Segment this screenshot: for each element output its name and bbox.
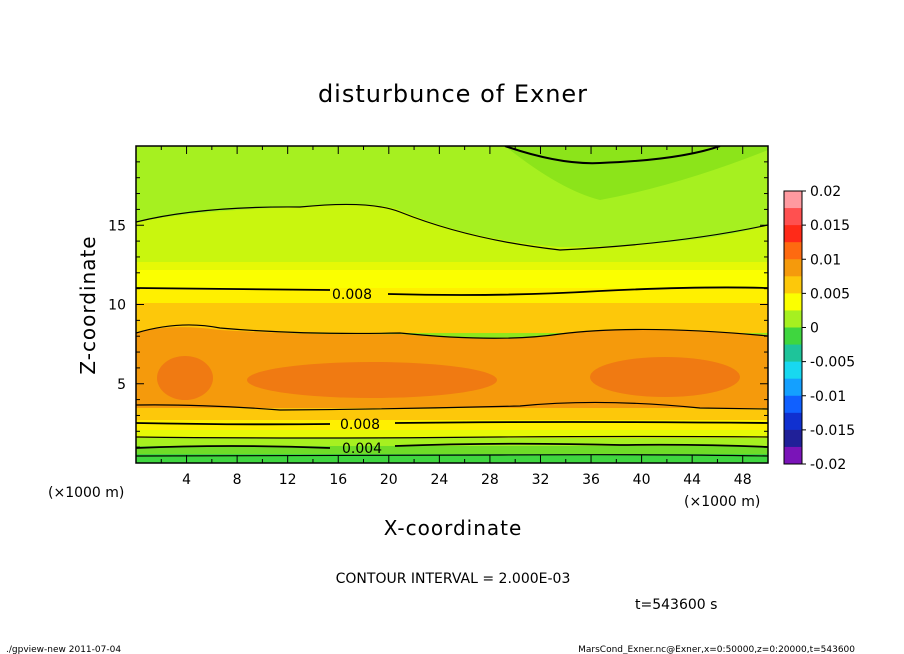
heatmap-field bbox=[136, 146, 768, 463]
x-tick-label: 16 bbox=[329, 472, 347, 488]
colorbar-swatch bbox=[784, 395, 802, 414]
colorbar-tick-label: 0 bbox=[810, 321, 819, 337]
x-axis-ticks: 4 8 12 16 20 24 28 32 36 40 44 48 bbox=[160, 146, 752, 488]
x-tick-label: 28 bbox=[481, 472, 499, 488]
contour-label: 0.008 bbox=[332, 287, 372, 303]
colorbar-swatch bbox=[784, 208, 802, 226]
contour-label: 0.004 bbox=[342, 441, 382, 457]
colorbar-ticks: 0.02 0.015 0.01 0.005 0 -0.005 -0.01 -0.015 -0.0… bbox=[802, 184, 855, 473]
colorbar-swatch bbox=[784, 191, 802, 209]
x-tick-label: 48 bbox=[734, 472, 752, 488]
colorbar-swatch bbox=[784, 242, 802, 260]
x-tick-label: 24 bbox=[430, 472, 448, 488]
contour-interval: CONTOUR INTERVAL = 2.000E-03 bbox=[336, 571, 571, 587]
y-axis-title: Z-coordinate bbox=[76, 235, 100, 374]
y-tick-label: 5 bbox=[117, 377, 126, 393]
x-tick-label: 20 bbox=[380, 472, 398, 488]
x-unit-left: (×1000 m) bbox=[48, 485, 124, 501]
contour-label: 0.008 bbox=[340, 417, 380, 433]
colorbar-swatch bbox=[784, 310, 802, 328]
x-tick-label: 36 bbox=[582, 472, 600, 488]
colorbar-swatch bbox=[784, 412, 802, 431]
x-axis-title: X-coordinate bbox=[384, 516, 523, 540]
colorbar-swatch bbox=[784, 259, 802, 277]
colorbar-swatch bbox=[784, 225, 802, 243]
x-tick-label: 4 bbox=[182, 472, 191, 488]
colorbar-tick-label: 0.015 bbox=[810, 218, 850, 234]
x-tick-label: 8 bbox=[233, 472, 242, 488]
colorbar-swatch bbox=[784, 344, 802, 363]
colorbar-tick-label: 0.005 bbox=[810, 286, 850, 302]
colorbar-tick-label: 0.02 bbox=[810, 184, 841, 200]
x-unit-right: (×1000 m) bbox=[684, 494, 760, 510]
x-tick-label: 32 bbox=[532, 472, 550, 488]
y-tick-label: 15 bbox=[108, 218, 126, 234]
y-axis-ticks: 5 10 15 bbox=[108, 161, 768, 448]
footer-right: MarsCond_Exner.nc@Exner,x=0:50000,z=0:20… bbox=[578, 645, 855, 654]
time-label: t=543600 s bbox=[635, 597, 717, 613]
colorbar-tick-label: -0.005 bbox=[810, 355, 855, 371]
colorbar-swatch bbox=[784, 327, 802, 346]
x-tick-label: 40 bbox=[633, 472, 651, 488]
colorbar-tick-label: -0.015 bbox=[810, 423, 855, 439]
colorbar-tick-label: -0.02 bbox=[810, 457, 846, 473]
colorbar-swatch bbox=[784, 378, 802, 397]
colorbar-swatch bbox=[784, 446, 802, 465]
colorbar-swatch bbox=[784, 361, 802, 380]
footer-left: ./gpview-new 2011-07-04 bbox=[6, 645, 121, 654]
x-tick-label: 12 bbox=[279, 472, 297, 488]
chart-title: disturbunce of Exner bbox=[318, 80, 588, 108]
y-tick-label: 10 bbox=[108, 298, 126, 314]
colorbar bbox=[784, 191, 802, 465]
x-tick-label: 44 bbox=[683, 472, 701, 488]
colorbar-tick-label: 0.01 bbox=[810, 252, 841, 268]
colorbar-swatch bbox=[784, 293, 802, 311]
colorbar-swatch bbox=[784, 429, 802, 448]
colorbar-swatch bbox=[784, 276, 802, 294]
colorbar-tick-label: -0.01 bbox=[810, 389, 846, 405]
